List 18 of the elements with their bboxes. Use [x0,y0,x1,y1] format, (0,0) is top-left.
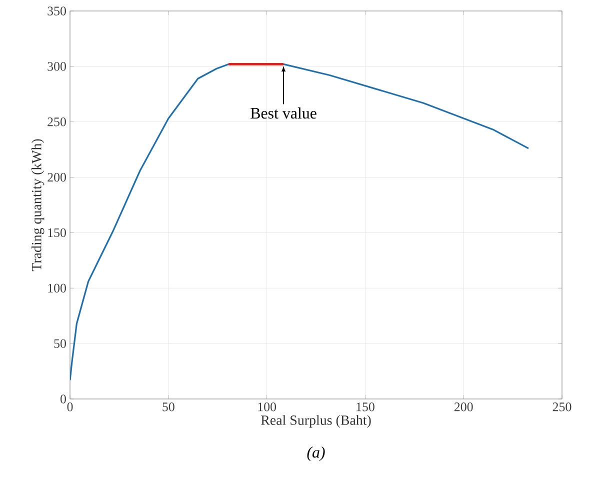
x-tick-label: 50 [162,402,174,412]
y-tick-label: 200 [48,172,66,182]
text: (a) [307,446,325,461]
y-tick-label: 300 [48,62,66,71]
x-tick-label: 100 [258,402,276,412]
x-axis-title: Real Surplus (Baht) [261,415,371,428]
y-axis-title: Trading quantity (kWh) [32,139,44,272]
annotation: Best value [250,107,316,119]
y-tick-label: 0 [60,394,66,404]
y-tick-label: 50 [54,339,66,348]
y-tick-label: 250 [48,117,66,126]
y-tick-label: 350 [48,6,66,16]
x-tick-label: 200 [454,402,473,412]
x-tick-label: 150 [356,402,374,412]
y-tick-label: 150 [48,228,66,238]
x-tick-label: 250 [552,402,572,412]
x-tick-label: 0 [67,402,73,412]
y-tick-label: 100 [48,284,66,292]
